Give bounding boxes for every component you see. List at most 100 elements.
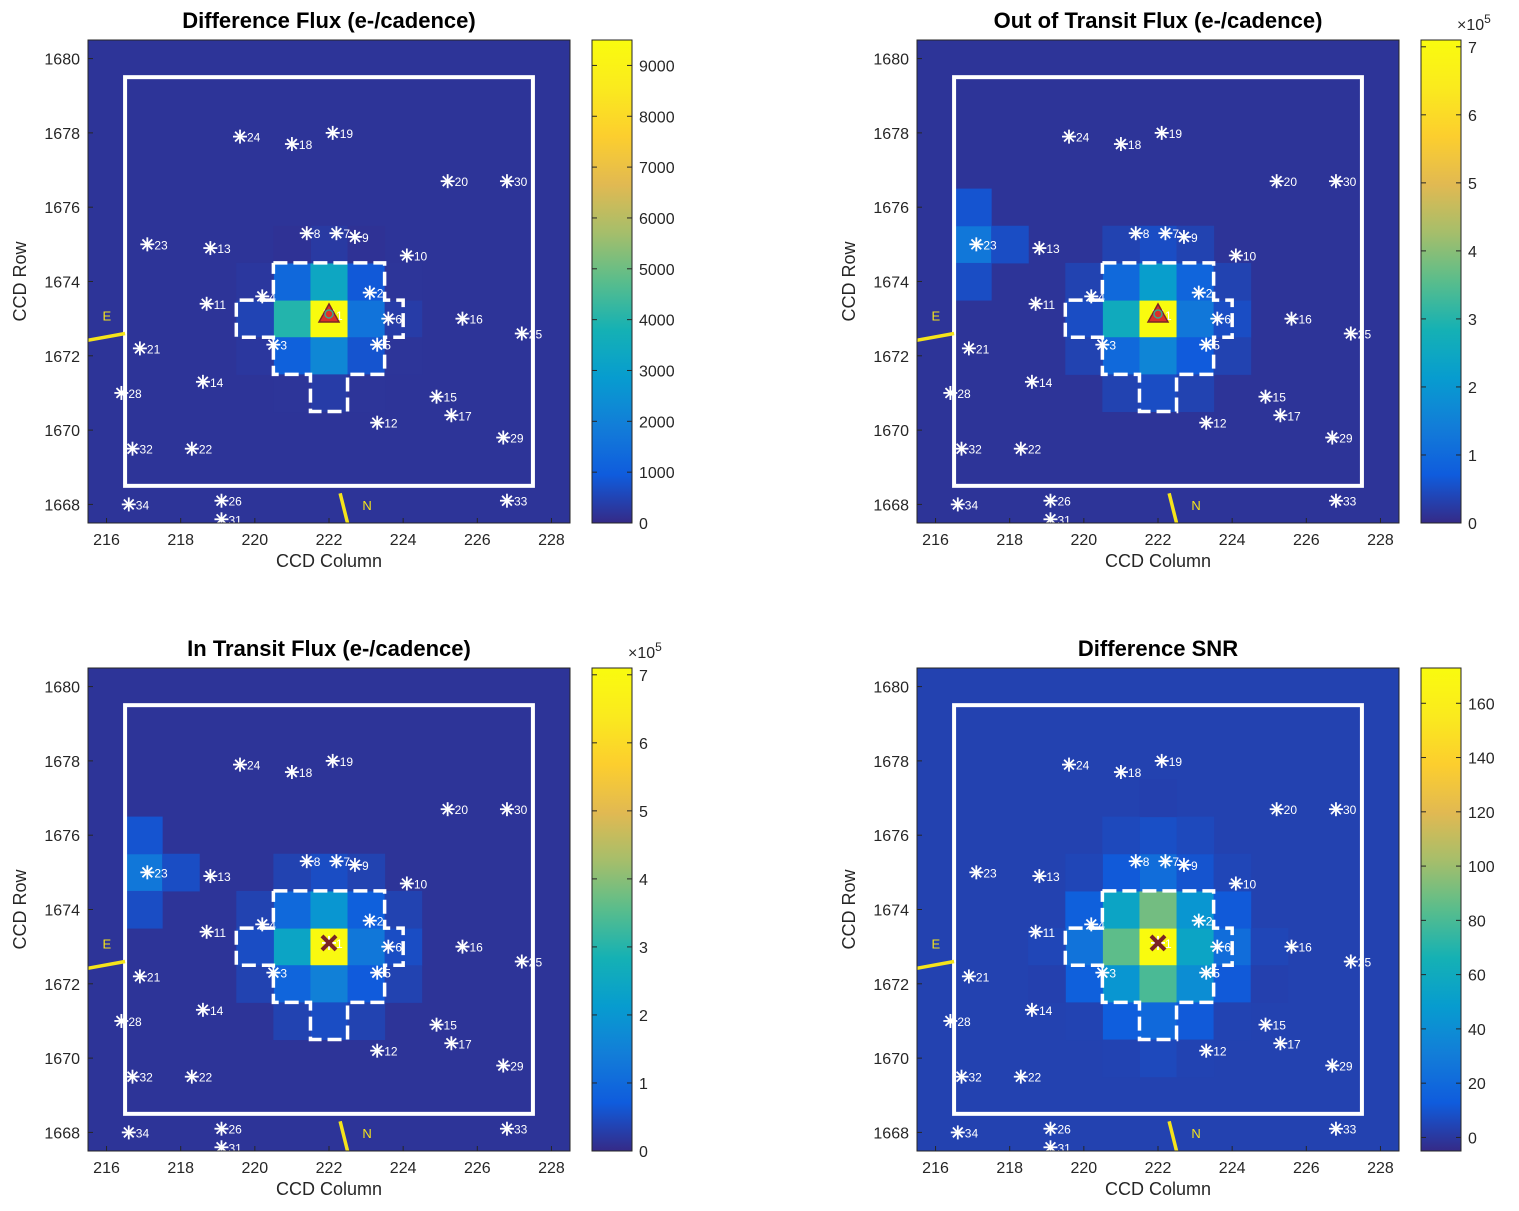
star-marker: 10 (1228, 876, 1257, 891)
star-label: 1 (1165, 309, 1172, 323)
star-label: 11 (214, 298, 227, 312)
heatmap-pixel (1028, 965, 1066, 1003)
star-marker: 18 (1113, 137, 1142, 152)
y-tick-label: 1674 (44, 903, 80, 920)
heatmap-pixel (1176, 1002, 1215, 1041)
star-marker: 21 (132, 341, 161, 356)
heatmap-pixel (236, 262, 274, 301)
star-marker: 7 (1158, 226, 1179, 241)
compass-east-line (917, 331, 955, 343)
panel-title: In Transit Flux (e-/cadence) (187, 636, 471, 661)
colorbar-tick-label: 5 (639, 804, 648, 821)
y-tick-label: 1670 (44, 423, 80, 440)
star-label: 20 (1284, 175, 1298, 189)
star-label: 8 (1143, 855, 1150, 869)
star-marker: 14 (195, 1002, 224, 1018)
heatmap-pixel (954, 262, 992, 301)
star-label: 32 (139, 443, 153, 457)
star-label: 15 (444, 1019, 458, 1033)
heatmap-pixel (273, 300, 311, 338)
star-marker: 19 (325, 125, 353, 141)
star-label: 23 (154, 866, 168, 880)
heatmap-pixel (347, 890, 386, 929)
star-label: 10 (1243, 877, 1257, 891)
star-label: 3 (1109, 339, 1116, 353)
colorbar-tick-label: 9000 (639, 58, 675, 75)
y-axis-label: CCD Row (10, 241, 30, 322)
colorbar-tick-label: 1000 (639, 465, 675, 482)
star-marker: 15 (1258, 389, 1286, 405)
star-marker: 29 (496, 1058, 524, 1074)
star-marker: 26 (1043, 493, 1071, 509)
star-marker: 16 (455, 311, 483, 327)
colorbar-intr: 0 1 2 3 4 5 6 7 ×105 (591, 640, 662, 1161)
star-marker: 30 (1328, 174, 1357, 189)
colorbar-gradient (591, 667, 633, 1152)
star-label: 23 (983, 866, 997, 880)
y-tick-label: 1676 (44, 828, 80, 845)
star-label: 28 (128, 1015, 142, 1029)
heatmap-pixel (1176, 890, 1215, 929)
star-marker: 25 (514, 954, 542, 970)
star-marker: 26 (1043, 1121, 1071, 1137)
heatmap-pixel (1176, 262, 1215, 301)
heatmap-pixel (1065, 337, 1103, 375)
heatmap-pixel (347, 300, 386, 338)
centroid-triangle-marker (1146, 302, 1170, 323)
star-label: 9 (1191, 859, 1198, 873)
star-marker: 13 (1032, 241, 1060, 256)
colorbar-snr: 0 20 40 60 80 100 120 140 160 (1420, 667, 1495, 1152)
star-marker: 29 (1325, 430, 1353, 446)
centroid-x-marker (320, 934, 338, 952)
colorbar-tick-label: 5000 (639, 262, 675, 279)
star-marker: 32 (125, 1069, 153, 1085)
star-marker: 14 (195, 374, 224, 390)
star-marker: 2 (1191, 913, 1213, 929)
y-tick-label: 1678 (873, 126, 909, 143)
star-label: 25 (529, 328, 543, 342)
star-label: 20 (455, 803, 469, 817)
star-marker: 7 (1158, 854, 1179, 869)
star-label: 21 (976, 342, 990, 356)
star-marker: 14 (1024, 1002, 1053, 1018)
star-label: 11 (1043, 926, 1056, 940)
y-tick-label: 1672 (873, 349, 909, 366)
star-marker: 18 (284, 137, 313, 152)
compass-east-line (88, 959, 126, 971)
star-label: 11 (1043, 298, 1056, 312)
x-tick-label: 228 (1367, 1160, 1394, 1177)
colorbar-tick-label: 160 (1468, 696, 1495, 713)
y-tick-label: 1674 (873, 275, 909, 292)
star-marker: 21 (961, 969, 990, 984)
star-label: 21 (147, 970, 161, 984)
star-marker: 25 (1343, 954, 1371, 970)
x-tick-label: 220 (1070, 532, 1097, 549)
star-label: 4 (269, 918, 276, 932)
heatmap-pixel (1102, 890, 1140, 929)
star-marker: 28 (114, 1013, 142, 1029)
heatmap-pixel (1139, 965, 1178, 1003)
star-label: 19 (1169, 127, 1183, 141)
heatmap-pixel (1213, 337, 1252, 375)
heatmap-pixel (954, 188, 992, 227)
star-marker: 15 (429, 389, 457, 405)
star-label: 8 (314, 855, 321, 869)
heatmap-pixel (1176, 374, 1215, 413)
star-marker: 23 (140, 865, 168, 880)
x-axis-label: CCD Column (1105, 551, 1211, 571)
star-marker: 25 (1343, 326, 1371, 342)
heatmap-pixel (1139, 853, 1178, 892)
star-label: 16 (469, 313, 483, 327)
star-label: 28 (957, 1015, 971, 1029)
x-tick-label: 226 (464, 1160, 491, 1177)
colorbar-oot: 0 1 2 3 4 5 6 7 ×105 (1420, 12, 1491, 533)
colorbar-tick-label: 3 (639, 940, 648, 957)
compass-east-label: E (932, 937, 941, 952)
x-axis-label: CCD Column (276, 551, 382, 571)
compass-east-label: E (932, 309, 941, 324)
star-label: 1 (1165, 937, 1172, 951)
colorbar-tick-label: 7000 (639, 160, 675, 177)
star-marker: 10 (399, 248, 428, 263)
star-marker: 9 (347, 229, 369, 245)
